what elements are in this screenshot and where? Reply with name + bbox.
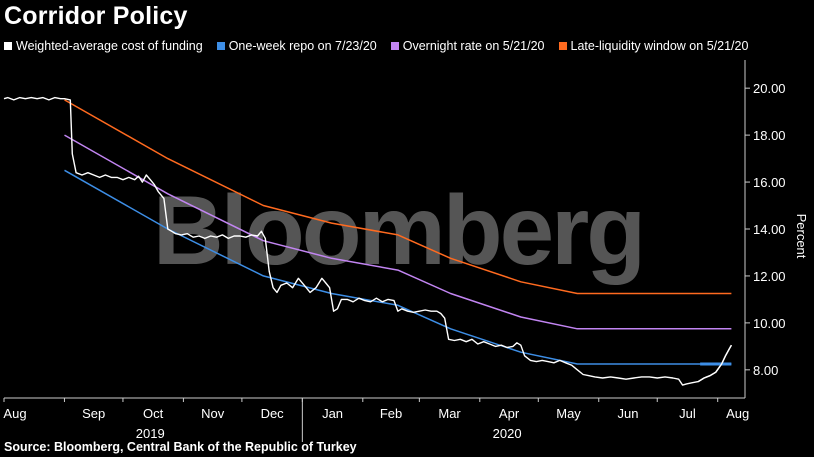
series-line-late xyxy=(64,99,732,295)
legend-label-overnight: Overnight rate on 5/21/20 xyxy=(402,39,545,53)
y-tick-label: 20.00 xyxy=(753,81,786,96)
watermark-text: Bloomberg xyxy=(153,175,643,285)
year-label: 2020 xyxy=(493,426,522,441)
x-tick-label: May xyxy=(556,406,581,421)
x-tick-label: Jul xyxy=(679,406,696,421)
legend-item-weighted: Weighted-average cost of funding xyxy=(4,39,203,53)
chart-title: Corridor Policy xyxy=(4,2,188,30)
legend: Weighted-average cost of funding One-wee… xyxy=(4,38,762,54)
series-line-weighted-tail xyxy=(697,344,733,383)
x-tick-label: Oct xyxy=(143,406,164,421)
year-label: 2019 xyxy=(136,426,165,441)
series-layer xyxy=(3,96,733,386)
legend-item-overnight: Overnight rate on 5/21/20 xyxy=(390,39,545,53)
x-tick-label: Jun xyxy=(618,406,639,421)
legend-label-weighted: Weighted-average cost of funding xyxy=(16,39,203,53)
y-tick-label: 14.00 xyxy=(753,222,786,237)
legend-swatch-repo xyxy=(216,42,225,50)
x-tick-label: Apr xyxy=(499,406,520,421)
legend-swatch-overnight xyxy=(390,42,399,50)
x-tick-label: Mar xyxy=(438,406,461,421)
x-tick-label: Aug xyxy=(726,406,749,421)
legend-label-late: Late-liquidity window on 5/21/20 xyxy=(570,39,749,53)
legend-swatch-late xyxy=(558,42,567,50)
legend-swatch-weighted xyxy=(4,42,12,50)
y-axis-label: Percent xyxy=(794,214,809,259)
legend-item-late: Late-liquidity window on 5/21/20 xyxy=(558,39,749,53)
x-tick-label: Aug xyxy=(3,406,26,421)
x-tick-label: Sep xyxy=(82,406,105,421)
series-line-weighted xyxy=(3,96,733,386)
axis-layer: 8.00 10.00 12.00 14.00 16.00 18.00 20.00 Aug Sep… xyxy=(3,60,786,442)
y-tick-label: 16.00 xyxy=(753,175,786,190)
x-tick-label: Feb xyxy=(380,406,402,421)
y-tick-label: 12.00 xyxy=(753,269,786,284)
x-tick-label: Jan xyxy=(322,406,343,421)
series-line-overnight xyxy=(64,134,732,330)
y-tick-label: 18.00 xyxy=(753,128,786,143)
x-tick-label: Dec xyxy=(261,406,285,421)
source-note: Source: Bloomberg, Central Bank of the R… xyxy=(4,440,357,454)
x-tick-label: Nov xyxy=(201,406,225,421)
legend-item-repo: One-week repo on 7/23/20 xyxy=(216,39,377,53)
legend-label-repo: One-week repo on 7/23/20 xyxy=(228,39,377,53)
y-tick-label: 8.00 xyxy=(753,363,778,378)
series-line-repo xyxy=(64,169,732,365)
y-tick-label: 10.00 xyxy=(753,316,786,331)
